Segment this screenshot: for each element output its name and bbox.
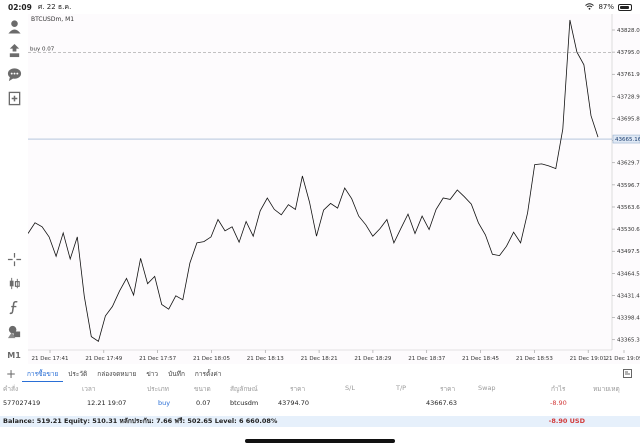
chart-symbol-label: BTCUSDm, M1: [31, 16, 75, 23]
objects-icon[interactable]: [4, 321, 24, 341]
y-tick-label-2: 43761.95: [617, 72, 640, 78]
home-indicator: [245, 439, 395, 443]
col-swap: Swap: [478, 384, 496, 392]
y-tick-label-6: 43629.75: [617, 161, 640, 167]
status-date: ศ. 22 ธ.ค.: [37, 2, 72, 11]
row-time: 12.21 19:07: [87, 399, 127, 407]
status-bar: 02:09 ศ. 22 ธ.ค. 87%: [0, 0, 640, 14]
x-tick-label-5: 21 Dec 18:21: [301, 356, 338, 362]
x-tick-label-10: 21 Dec 19:01: [570, 356, 607, 362]
y-tick-label-14: 43365.35: [617, 338, 640, 344]
col-comment: หมายเหตุ: [593, 385, 620, 393]
status-time: 02:09: [8, 2, 32, 12]
y-tick-label-9: 43530.60: [617, 227, 640, 233]
balance-bar: Balance: 519.21 Equity: 510.31 หลักประกั…: [0, 416, 640, 427]
battery-percent: 87%: [598, 3, 614, 11]
row-order: 577027419: [3, 399, 41, 407]
col-tp: T/P: [396, 384, 407, 392]
row-size: 0.07: [196, 399, 211, 407]
y-tick-label-4: 43695.85: [617, 116, 640, 122]
bottom-tabs: + การซื้อขาย ประวัติ กล่องจดหมาย ข่าว บั…: [0, 366, 640, 382]
price-series-line: [28, 19, 599, 342]
tab-settings[interactable]: การตั้งค่า: [194, 370, 222, 378]
y-tick-label-7: 43596.70: [617, 183, 640, 189]
current-price-label: 43665.16: [615, 137, 640, 143]
new-chart-icon[interactable]: [4, 88, 24, 108]
x-tick-label-1: 21 Dec 17:49: [85, 356, 122, 362]
y-tick-label-0: 43828.05: [617, 28, 640, 34]
chat-icon[interactable]: [4, 64, 24, 84]
table-header: คำสั่ง เวลา ประเภท ขนาด สัญลักษณ์ ราคา S…: [0, 384, 640, 396]
y-tick-label-8: 43563.65: [617, 205, 640, 211]
col-time: เวลา: [82, 385, 96, 393]
x-tick-label-6: 21 Dec 18:29: [354, 356, 391, 362]
col-sl: S/L: [345, 384, 355, 392]
x-tick-label-7: 21 Dec 18:37: [408, 356, 445, 362]
y-tick-label-3: 43728.90: [617, 94, 640, 100]
table-row[interactable]: 577027419 12.21 19:07 buy 0.07 btcusdm 4…: [0, 399, 640, 411]
add-tab-icon[interactable]: +: [5, 367, 17, 381]
row-open-price: 43794.70: [278, 399, 310, 407]
balance-text: Balance: 519.21 Equity: 510.31 หลักประกั…: [3, 417, 278, 425]
tab-trade[interactable]: การซื้อขาย: [22, 366, 64, 382]
battery-icon: [618, 3, 632, 11]
col-price: ราคา: [440, 385, 456, 393]
x-tick-label-4: 21 Dec 18:13: [247, 356, 284, 362]
tab-mailbox[interactable]: กล่องจดหมาย: [97, 370, 137, 378]
tab-journal[interactable]: บันทึก: [168, 370, 185, 378]
row-symbol: btcusdm: [230, 399, 259, 407]
current-price-badge: [612, 134, 640, 144]
left-toolbar: M1: [0, 14, 28, 362]
y-tick-label-1: 43795.00: [617, 50, 640, 56]
y-tick-label-13: 43398.40: [617, 316, 640, 322]
timeframe-button[interactable]: M1: [7, 350, 21, 360]
tab-news[interactable]: ข่าว: [146, 370, 159, 378]
col-size: ขนาด: [194, 385, 211, 393]
row-type: buy: [158, 399, 171, 407]
tab-history[interactable]: ประวัติ: [68, 370, 88, 378]
y-tick-label-11: 43464.50: [617, 271, 640, 277]
x-tick-label-2: 21 Dec 17:57: [139, 356, 176, 362]
crosshair-icon[interactable]: [4, 249, 24, 269]
x-tick-label-8: 21 Dec 18:45: [462, 356, 499, 362]
account-icon[interactable]: [4, 16, 24, 36]
y-tick-label-12: 43431.45: [617, 293, 640, 299]
x-tick-label-0: 21 Dec 17:41: [32, 356, 69, 362]
x-tick-label-9: 21 Dec 18:53: [516, 356, 553, 362]
row-price: 43667.63: [426, 399, 458, 407]
x-tick-label-3: 21 Dec 18:05: [193, 356, 230, 362]
status-right: 87%: [585, 2, 632, 12]
col-symbol: สัญลักษณ์: [230, 385, 258, 393]
indicators-icon[interactable]: [4, 297, 24, 317]
buy-level-label: buy 0.07: [30, 46, 55, 52]
chart-canvas[interactable]: 43828.05 43795.00 43761.95 43728.90 43695.85…: [28, 14, 640, 364]
y-tick-label-10: 43497.55: [617, 249, 640, 255]
col-open-price: ราคา: [290, 385, 306, 393]
col-order: คำสั่ง: [3, 385, 19, 393]
wifi-icon: [585, 2, 595, 12]
col-type: ประเภท: [147, 385, 169, 393]
price-chart[interactable]: 43828.05 43795.00 43761.95 43728.90 43695.85…: [28, 14, 640, 364]
balance-total: -8.90 USD: [548, 417, 585, 425]
chart-type-icon[interactable]: [4, 273, 24, 293]
trade-icon[interactable]: [4, 40, 24, 60]
collapse-panel-icon[interactable]: [623, 368, 632, 380]
col-profit: กำไร: [551, 385, 566, 393]
row-profit: -8.90: [550, 399, 567, 407]
x-tick-label-11: 21 Dec 19:09: [606, 356, 640, 362]
